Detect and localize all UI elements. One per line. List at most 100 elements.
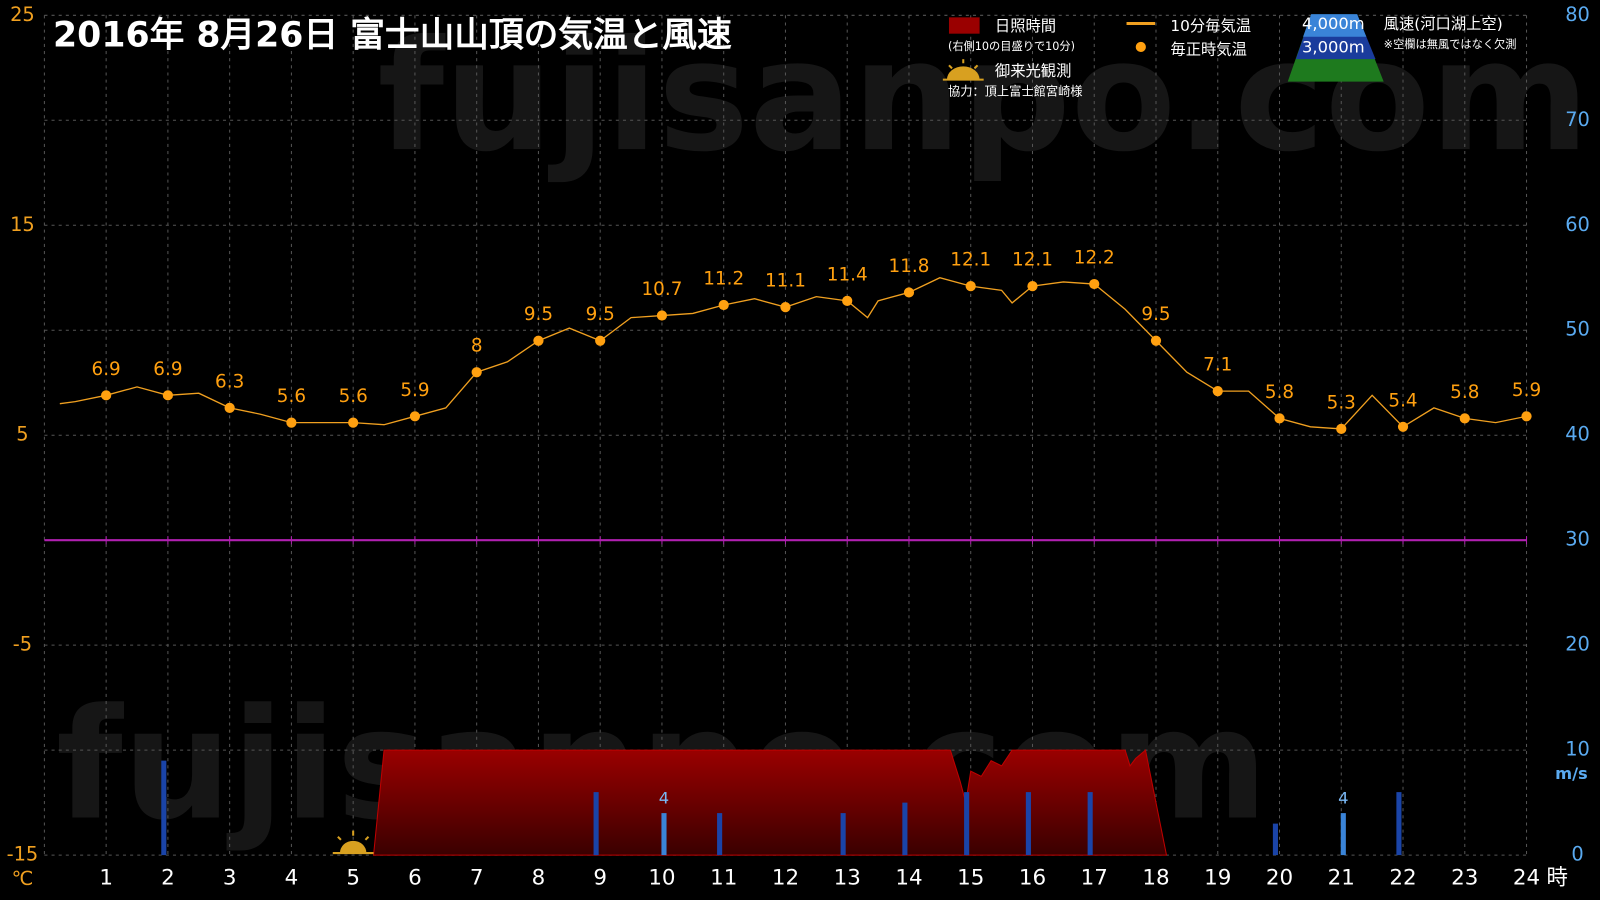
y-tick-label: 25 (10, 3, 35, 26)
x-tick-label: 10 (648, 866, 675, 891)
x-tick-label: 11 (710, 866, 737, 891)
watermark: fujisanpo.com (378, 8, 1590, 186)
wind-note: ※空欄は無風ではなく欠測 (1384, 37, 1517, 51)
temperature-point (286, 417, 297, 428)
x-tick-label: 8 (532, 866, 546, 891)
temperature-point (965, 281, 976, 292)
data-label: 12.1 (950, 250, 991, 271)
temperature-point (1274, 413, 1285, 424)
x-tick-label: 2 (161, 866, 175, 891)
credit: 協力：頂上富士館宮崎様 (948, 83, 1083, 98)
legend-swatch (948, 17, 980, 34)
sunrise-ray (337, 836, 342, 841)
data-label: 5.4 (1388, 390, 1417, 411)
wind-bar (161, 760, 167, 856)
data-label: 11.4 (827, 264, 868, 285)
wind-bar (902, 802, 908, 856)
y2-tick-label: 0 (1571, 843, 1583, 866)
temperature-point (224, 402, 235, 414)
y2-tick-label: 80 (1565, 3, 1590, 26)
x-tick-label: 21 (1328, 866, 1355, 891)
temperature-line (59, 277, 1527, 430)
legend-label: 3,000m (1302, 37, 1365, 56)
data-label: 8 (471, 336, 483, 357)
y-unit: ℃ (12, 867, 34, 890)
wind-bar (717, 813, 723, 856)
x-tick-label: 4 (285, 866, 299, 891)
data-label: 5.9 (1512, 380, 1541, 401)
temperature-point (348, 417, 359, 428)
x-unit: 時 (1546, 866, 1567, 891)
x-tick-label: 5 (346, 866, 360, 891)
sunrise-sun (339, 840, 367, 854)
x-tick-label: 12 (772, 866, 799, 891)
x-tick-label: 6 (408, 866, 422, 891)
sunrise-ray (364, 836, 370, 841)
data-label: 6.9 (92, 359, 121, 380)
y2-unit: m/s (1555, 764, 1588, 783)
x-tick-label: 17 (1081, 866, 1108, 891)
wind-title: 風速(河口湖上空) (1384, 15, 1503, 33)
x-tick-label: 1 (99, 866, 113, 891)
data-label: 4 (659, 788, 669, 807)
data-label: 6.3 (215, 371, 244, 392)
data-label: 10.7 (642, 279, 683, 300)
data-label: 5.6 (339, 386, 368, 407)
y2-tick-label: 30 (1565, 528, 1590, 551)
legend-label: 毎正時気温 (1170, 41, 1246, 59)
temperature-point (780, 302, 791, 313)
data-label: 6.9 (153, 359, 182, 380)
x-tick-label: 22 (1389, 866, 1416, 891)
temperature-point (1150, 335, 1162, 346)
x-tick-label: 23 (1451, 866, 1478, 891)
legend-label: 日照時間 (995, 17, 1056, 35)
temperature-point (656, 310, 668, 321)
temperature-point (1027, 281, 1038, 292)
x-tick-label: 15 (957, 866, 984, 891)
y2-tick-label: 50 (1565, 318, 1590, 341)
data-label: 9.5 (524, 304, 553, 325)
data-label: 5.9 (400, 380, 429, 401)
wind-bar (840, 813, 846, 856)
x-tick-label: 19 (1204, 866, 1231, 891)
wind-bar (1272, 823, 1278, 856)
temperature-point (409, 411, 421, 422)
data-label: 7.1 (1203, 355, 1232, 376)
data-label: 9.5 (586, 304, 615, 325)
temperature-point (1459, 413, 1470, 424)
data-label: 5.3 (1327, 392, 1356, 413)
y2-tick-label: 70 (1565, 108, 1590, 131)
legend-label: 4,000m (1302, 14, 1365, 33)
sunshine-area (372, 749, 1168, 856)
temperature-point (471, 367, 482, 378)
wind-bar (964, 792, 970, 856)
chart-title: 2016年 8月26日 富士山山頂の気温と風速 (53, 15, 732, 56)
x-tick-label: 16 (1019, 866, 1046, 891)
data-label: 11.2 (703, 269, 744, 290)
legend: 日照時間 (右側10の目盛りで10分) 10分毎気温 毎正時気温 御来光観測 協… (942, 14, 1517, 98)
temperature-point (162, 390, 174, 401)
temperature-point (1212, 386, 1223, 397)
wind-bar (1025, 792, 1031, 856)
temperature-point (718, 299, 729, 311)
y2-tick-label: 10 (1565, 738, 1590, 761)
wind-bar (1396, 792, 1402, 856)
y2-tick-label: 40 (1565, 423, 1590, 446)
data-label: 11.8 (889, 256, 930, 277)
x-tick-label: 14 (895, 866, 922, 891)
x-tick-label: 13 (834, 866, 861, 891)
wind-bar (593, 792, 599, 856)
wind-bar (661, 813, 667, 856)
temperature-point (903, 287, 915, 298)
sunrise-mark (332, 830, 374, 855)
sunrise-icon (942, 59, 984, 81)
y-tick-label: 15 (10, 213, 35, 236)
y2-tick-label: 60 (1565, 213, 1590, 236)
y-tick-label: 5 (16, 423, 28, 446)
temperature-point (595, 335, 606, 346)
temperature-point (533, 335, 544, 346)
legend-note: (右側10の目盛りで10分) (948, 39, 1075, 53)
data-label: 5.6 (277, 386, 306, 407)
